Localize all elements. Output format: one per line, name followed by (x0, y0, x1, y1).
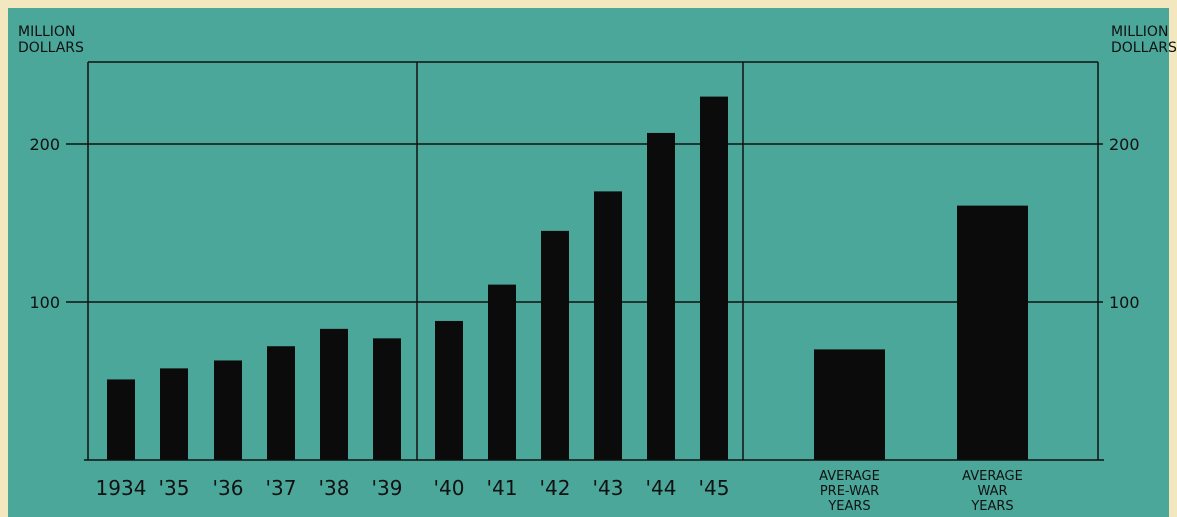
x-tick-label-line: AVERAGE (962, 469, 1023, 484)
x-tick-label: '35 (159, 476, 190, 500)
y-tick-label-left: 100 (29, 293, 60, 312)
bar (814, 349, 885, 460)
y-tick-label-right: 100 (1109, 293, 1140, 312)
bar-series (107, 96, 1028, 460)
bar (957, 205, 1028, 460)
x-tick-label-line: PRE-WAR (820, 484, 879, 499)
bar (320, 328, 348, 460)
bar (267, 346, 295, 460)
bar (541, 230, 569, 460)
x-tick-label: 1934 (96, 476, 147, 500)
x-tick-label: '42 (540, 476, 571, 500)
x-tick-label-line: AVERAGE (819, 469, 880, 484)
bar (214, 360, 242, 460)
left-axis-unit-line-2: DOLLARS (18, 40, 84, 56)
bar (488, 284, 516, 460)
bar (107, 379, 135, 460)
x-tick-label: '44 (646, 476, 677, 500)
gridlines (66, 143, 1103, 303)
x-tick-label: '36 (213, 476, 244, 500)
left-axis-unit-line-1: MILLION (18, 24, 75, 40)
plot-frame (84, 61, 1104, 461)
bar (373, 338, 401, 460)
bar (594, 191, 622, 460)
x-tick-label: '43 (593, 476, 624, 500)
x-tick-label-line: YEARS (827, 499, 870, 514)
x-tick-label: '38 (319, 476, 350, 500)
tick-labels: 100 100 200 200 1934 '35 '36 '37 '38 '39 '40 '41 '42… (29, 135, 1139, 514)
right-axis-unit-line-2: DOLLARS (1111, 40, 1177, 56)
y-tick-label-right: 200 (1109, 135, 1140, 154)
x-tick-label: '40 (434, 476, 465, 500)
x-tick-label-line: WAR (977, 484, 1007, 499)
x-tick-label: '45 (699, 476, 730, 500)
x-tick-label-line: YEARS (970, 499, 1013, 514)
right-axis-unit-line-1: MILLION (1111, 24, 1168, 40)
y-tick-label-left: 200 (29, 135, 60, 154)
bar (435, 320, 463, 460)
x-tick-label: '41 (487, 476, 518, 500)
bar (160, 368, 188, 460)
x-tick-label: '37 (266, 476, 297, 500)
bar (700, 96, 728, 460)
x-tick-label: '39 (372, 476, 403, 500)
bar (647, 132, 675, 460)
